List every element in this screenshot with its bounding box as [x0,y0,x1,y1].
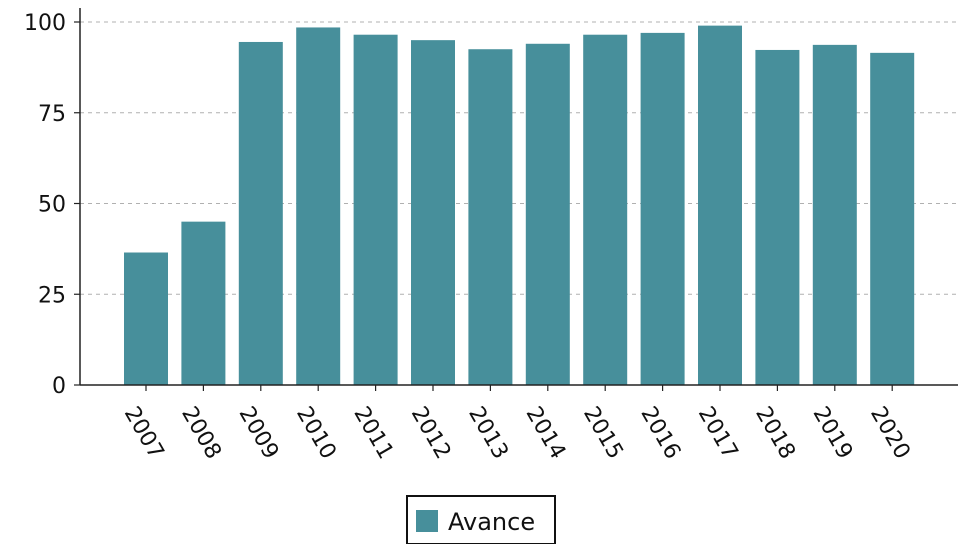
legend-swatch [416,510,438,532]
bar-2007 [124,252,168,385]
bar-2019 [812,44,857,386]
bar-2017 [698,25,742,385]
legend: Avance [406,495,556,544]
x-tick-label: 2008 [176,403,226,464]
x-tick-label: 2007 [119,403,169,464]
bar-2010 [296,27,341,385]
bar-2008 [181,221,226,385]
x-tick-label: 2015 [578,403,628,464]
x-tick-label: 2016 [635,403,685,464]
y-tick-label: 100 [24,11,66,36]
x-tick-label: 2010 [291,403,341,464]
y-tick-label: 75 [38,102,66,127]
legend-label: Avance [448,508,535,536]
bar-2014 [525,43,570,385]
x-ticks: 2007 2008 2009 2010 2011 2012 2013 2014 2015 2016… [119,385,915,463]
bar-2020 [870,52,915,385]
bar-2013 [468,49,513,385]
bars [124,25,915,386]
bar-2011 [353,34,398,386]
x-tick-label: 2013 [463,403,513,464]
bar-2009 [238,41,283,386]
bar-2012 [411,40,455,386]
x-tick-label: 2012 [406,403,456,464]
x-tick-label: 2020 [865,403,915,464]
y-tick-label: 25 [38,283,66,308]
y-tick-label: 50 [38,193,66,218]
x-tick-label: 2018 [750,403,800,464]
axes [79,8,958,386]
x-tick-label: 2014 [521,403,571,464]
bar-2018 [755,49,800,386]
bar-2015 [583,34,628,386]
y-ticks: 0 25 50 75 100 [24,11,80,399]
bar-2016 [640,32,685,385]
x-tick-label: 2009 [234,403,284,464]
x-tick-label: 2011 [348,403,398,464]
x-tick-label: 2019 [808,403,858,464]
y-tick-label: 0 [52,374,66,399]
x-tick-label: 2017 [693,403,743,464]
